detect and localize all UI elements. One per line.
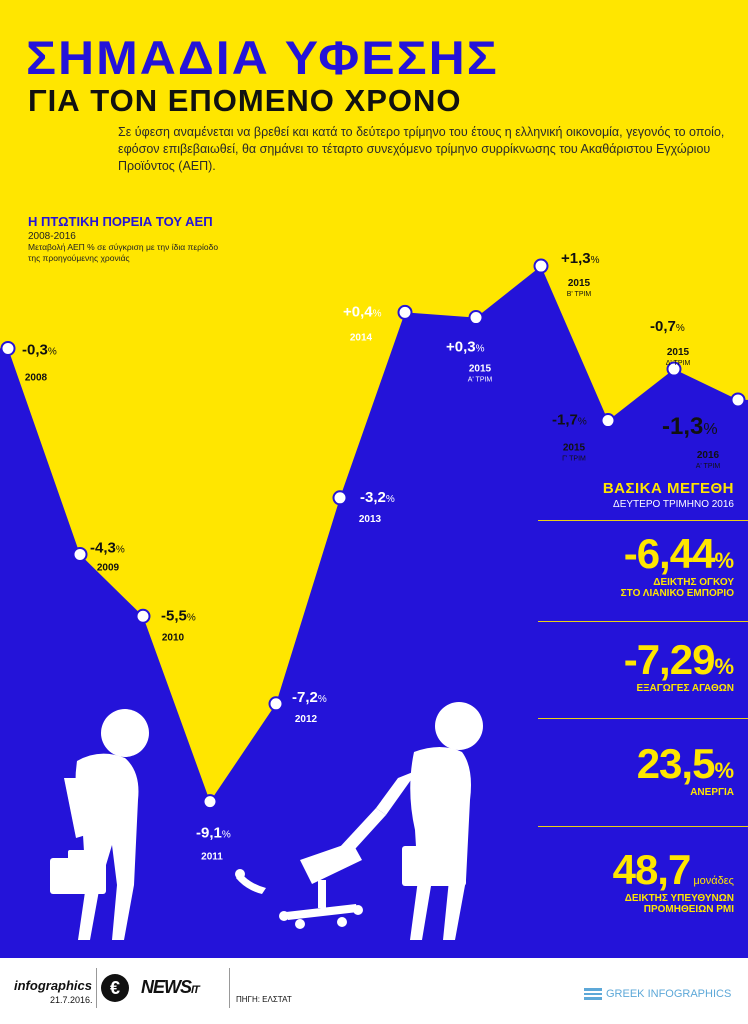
- stat-unit: %: [714, 758, 734, 783]
- data-point-5: [332, 490, 348, 506]
- stat-value: 23,5: [636, 740, 716, 787]
- office-chair-icon: [235, 808, 386, 929]
- period-label-9: 2015: [563, 443, 586, 454]
- period-label-3: 2011: [201, 852, 223, 863]
- data-point-0: [0, 340, 16, 356]
- footer-divider: [229, 968, 230, 1008]
- data-point-1: [72, 546, 88, 562]
- stat-unit: %: [714, 548, 734, 573]
- news-logo-suffix: IT: [191, 984, 200, 996]
- footer-divider: [96, 968, 97, 1008]
- stat-unit: μονάδες: [693, 875, 734, 887]
- stat-value: 48,7: [612, 846, 692, 893]
- chart-title: Η ΠΤΩΤΙΚΗ ΠΟΡΕΙΑ ΤΟΥ ΑΕΠ: [28, 214, 213, 229]
- chart-markers: [0, 258, 746, 810]
- data-label-9: -1,7%: [552, 412, 587, 429]
- stat-label: ΔΕΙΚΤΗΣ ΥΠΕΥΘΥΝΩΝ: [624, 893, 734, 904]
- footer-credit: GREEK INFOGRAPHICS: [606, 988, 732, 1000]
- chart-area-blue: [0, 266, 748, 959]
- period-label-5: 2013: [359, 514, 382, 525]
- data-point-6: [397, 304, 413, 320]
- data-label-2: -5,5%: [161, 607, 196, 624]
- divider: [538, 826, 748, 827]
- data-point-3: [202, 794, 218, 810]
- stat-label: ΕΞΑΓΩΓΕΣ ΑΓΑΘΩΝ: [636, 683, 734, 694]
- data-label-4: -7,2%: [292, 689, 327, 706]
- data-label-5: -3,2%: [360, 489, 395, 506]
- data-label-0: -0,3%: [22, 341, 57, 358]
- walking-man-left-icon: [50, 709, 149, 940]
- greek-infographics-icon: [584, 988, 602, 1000]
- data-label-7: +0,3%: [446, 339, 485, 356]
- stat-value: -7,29: [623, 636, 716, 683]
- data-point-9: [600, 413, 616, 429]
- news-logo-text: NEWS: [141, 977, 192, 997]
- period-label-8: 2015: [568, 278, 591, 289]
- figures: [50, 702, 483, 940]
- stat-pmi: 48,7 μονάδες ΔΕΙΚΤΗΣ ΥΠΕΥΘΥΝΩΝ ΠΡΟΜΗΘΕΙΩΝ…: [519, 846, 734, 916]
- chart-range: 2008-2016: [28, 231, 76, 242]
- data-label-6: +0,4%: [343, 303, 382, 320]
- chart-labels: -0,3% 2008 -4,3% 2009 -5,5% 2010 -9,1% 2011 -7,2…: [22, 250, 720, 863]
- stat-retail: -6,44% ΔΕΙΚΤΗΣ ΟΓΚΟΥ ΣΤΟ ΛΙΑΝΙΚΟ ΕΜΠΟΡΙΟ: [519, 530, 734, 600]
- divider: [538, 621, 748, 622]
- footer-date: 21.7.2016.: [50, 995, 93, 1005]
- quarter-label-9: Γ' ΤΡΙΜ: [562, 456, 586, 463]
- divider: [538, 520, 748, 521]
- data-point-8: [533, 258, 549, 274]
- euro-logo-icon: €: [101, 974, 129, 1002]
- data-label-1: -4,3%: [90, 539, 125, 556]
- quarter-label-7: Α' ΤΡΙΜ: [468, 377, 493, 384]
- period-label-4: 2012: [295, 714, 318, 725]
- quarter-label-8: Β' ΤΡΙΜ: [567, 291, 592, 298]
- data-point-10: [666, 361, 682, 377]
- quarter-label-11: Α' ΤΡΙΜ: [696, 463, 721, 470]
- data-label-10: -0,7%: [650, 318, 685, 335]
- stat-exports: -7,29% ΕΞΑΓΩΓΕΣ ΑΓΑΘΩΝ: [519, 636, 734, 695]
- period-label-10: 2015: [667, 347, 690, 358]
- quarter-label-10: Δ' ΤΡΙΜ: [666, 360, 691, 367]
- key-figures-subtitle: ΔΕΥΤΕΡΟ ΤΡΙΜΗΝΟ 2016: [613, 499, 734, 510]
- period-label-2: 2010: [162, 632, 185, 643]
- period-label-0: 2008: [25, 372, 48, 383]
- footer-brand: infographics: [14, 978, 93, 993]
- stat-value: -6,44: [623, 530, 716, 577]
- data-point-4: [268, 696, 284, 712]
- stat-label-2: ΣΤΟ ΛΙΑΝΙΚΟ ΕΜΠΟΡΙΟ: [620, 588, 734, 599]
- news-logo: NEWSIT: [141, 977, 200, 998]
- footer-source: ΠΗΓΗ: ΕΛΣΤΑΤ: [236, 995, 292, 1004]
- period-label-7: 2015: [469, 364, 492, 375]
- stat-unit: %: [714, 654, 734, 679]
- walking-man-right-icon: [376, 702, 483, 940]
- page-title: ΣΗΜΑΔΙΑ ΥΦΕΣΗΣ: [26, 31, 499, 85]
- data-point-7: [468, 310, 484, 326]
- intro-text: Σε ύφεση αναμένεται να βρεθεί και κατά τ…: [118, 125, 725, 173]
- data-point-2: [135, 608, 151, 624]
- chart-description: Μεταβολή ΑΕΠ % σε σύγκριση με την ίδια π…: [28, 242, 219, 263]
- data-label-11: -1,3%: [662, 413, 718, 440]
- stat-unemployment: 23,5% ΑΝΕΡΓΙΑ: [519, 740, 734, 799]
- page-subtitle: ΓΙΑ ΤΟΝ ΕΠΟΜΕΝΟ ΧΡΟΝΟ: [28, 83, 462, 118]
- divider: [538, 718, 748, 719]
- stat-label: ΔΕΙΚΤΗΣ ΟΓΚΟΥ: [653, 577, 734, 588]
- period-label-6: 2014: [350, 332, 373, 343]
- data-label-3: -9,1%: [196, 825, 231, 842]
- period-label-1: 2009: [97, 562, 120, 573]
- key-figures-title: ΒΑΣΙΚΑ ΜΕΓΕΘΗ: [602, 480, 734, 497]
- footer: infographics 21.7.2016. € NEWSIT ΠΗΓΗ: Ε…: [0, 958, 748, 1024]
- period-label-11: 2016: [697, 450, 720, 461]
- stat-label: ΑΝΕΡΓΙΑ: [690, 787, 734, 798]
- data-label-8: +1,3%: [561, 250, 600, 267]
- stat-label-2: ΠΡΟΜΗΘΕΙΩΝ PMI: [643, 904, 734, 915]
- data-point-11: [730, 392, 746, 408]
